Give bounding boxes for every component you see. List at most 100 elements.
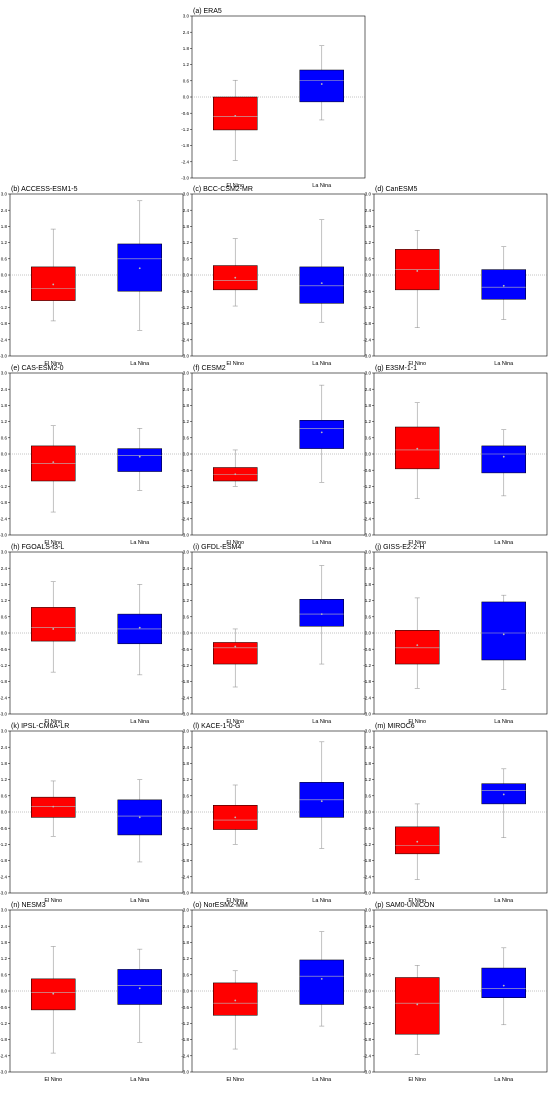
category-label: La Nina — [312, 1077, 332, 1083]
mean-marker — [234, 816, 237, 819]
category-label: La Nina — [312, 540, 332, 546]
y-tick-label: -1.2 — [0, 484, 7, 489]
y-tick-label: 2.4 — [1, 745, 8, 750]
y-tick-label: 0.0 — [1, 810, 8, 815]
y-tick-label: -1.8 — [0, 679, 7, 684]
y-tick-label: 1.8 — [365, 224, 372, 229]
chart-panel-9: (j) GISS-E2-2-H -3.0 -2.4 -1.8 -1.2 -0.6 0.0 0.… — [363, 544, 548, 725]
panel-title: (d) CanESM5 — [375, 186, 418, 193]
box-la-nina — [481, 768, 526, 838]
box-el-nino — [31, 946, 76, 1054]
y-tick-label: 2.4 — [365, 566, 372, 571]
category-label: La Nina — [494, 1077, 514, 1083]
panel-title: (h) FGOALS-f3-L — [11, 544, 64, 551]
y-tick-label: 2.4 — [183, 745, 190, 750]
box-body — [395, 977, 440, 1035]
y-tick-label: 1.2 — [183, 240, 190, 245]
y-tick-label: -2.4 — [363, 337, 371, 342]
category-label: El Nino — [44, 361, 62, 367]
y-tick-label: -1.8 — [363, 1037, 371, 1042]
y-tick-label: -3.0 — [181, 891, 189, 896]
y-tick-label: 0.0 — [1, 989, 8, 994]
panel-title: (o) NorESM2-MM — [193, 902, 248, 909]
y-tick-label: -1.8 — [181, 143, 189, 148]
y-tick-label: -1.8 — [181, 321, 189, 326]
y-tick-label: 0.0 — [183, 631, 190, 636]
mean-marker — [138, 626, 141, 629]
y-tick-label: -2.4 — [0, 337, 7, 342]
box-body — [213, 982, 258, 1016]
y-tick-label: 2.4 — [183, 208, 190, 213]
y-tick-label: 3.0 — [365, 550, 372, 555]
category-label: La Nina — [312, 361, 332, 367]
y-tick-label: -2.4 — [0, 1053, 7, 1058]
y-tick-label: -1.2 — [0, 663, 7, 668]
box-body — [395, 826, 440, 855]
category-label: El Nino — [408, 898, 426, 904]
y-tick-label: 1.2 — [1, 240, 8, 245]
y-tick-label: -0.6 — [363, 647, 371, 652]
y-tick-label: -0.6 — [0, 647, 7, 652]
category-label: La Nina — [312, 898, 332, 904]
y-tick-label: -1.8 — [181, 858, 189, 863]
y-tick-label: 2.4 — [183, 30, 190, 35]
y-tick-label: 1.2 — [183, 62, 190, 67]
y-tick-label: -0.6 — [181, 289, 189, 294]
box-el-nino — [395, 965, 440, 1055]
y-tick-label: -1.8 — [0, 1037, 7, 1042]
chart-panel-8: (i) GFDL-ESM4 -3.0 -2.4 -1.8 -1.2 -0.6 0.0 0.6 1… — [181, 544, 366, 725]
y-tick-label: -3.0 — [181, 533, 189, 538]
mean-marker — [138, 267, 141, 270]
y-tick-label: 1.2 — [365, 598, 372, 603]
y-tick-label: 0.6 — [1, 256, 8, 261]
y-tick-label: 0.0 — [183, 989, 190, 994]
y-tick-label: 1.2 — [365, 240, 372, 245]
y-tick-label: -1.8 — [181, 679, 189, 684]
box-la-nina — [299, 565, 344, 665]
mean-marker — [234, 999, 237, 1002]
y-tick-label: 2.4 — [1, 924, 8, 929]
y-tick-label: -1.8 — [363, 500, 371, 505]
y-tick-label: -0.6 — [363, 1005, 371, 1010]
y-tick-label: -1.2 — [363, 305, 371, 310]
box-el-nino — [395, 230, 440, 328]
y-tick-label: 0.0 — [183, 810, 190, 815]
mean-marker — [138, 816, 141, 819]
y-tick-label: -1.2 — [0, 1021, 7, 1026]
box-body — [481, 445, 526, 474]
y-tick-label: -1.2 — [363, 484, 371, 489]
y-tick-label: -3.0 — [363, 891, 371, 896]
y-tick-label: 3.0 — [183, 908, 190, 913]
y-tick-label: -0.6 — [181, 647, 189, 652]
y-tick-label: 1.2 — [365, 777, 372, 782]
y-tick-label: 0.6 — [1, 793, 8, 798]
panel-title: (i) GFDL-ESM4 — [193, 544, 241, 551]
box-el-nino — [213, 628, 258, 688]
box-la-nina — [481, 429, 526, 497]
y-tick-label: 0.6 — [1, 614, 8, 619]
chart-panel-15: (p) SAM0-UNICON -3.0 -2.4 -1.8 -1.2 -0.6 0.0 0.… — [363, 902, 548, 1083]
category-label: La Nina — [494, 898, 514, 904]
y-tick-label: -3.0 — [181, 176, 189, 181]
chart-panel-10: (k) IPSL-CM6A-LR -3.0 -2.4 -1.8 -1.2 -0.6 0.0 0… — [0, 723, 184, 904]
box-body — [117, 448, 162, 472]
chart-panel-12: (m) MIROC6 -3.0 -2.4 -1.8 -1.2 -0.6 0.0 0.6 1.2 1… — [363, 723, 548, 904]
box-el-nino — [31, 780, 76, 837]
panel-title: (j) GISS-E2-2-H — [375, 544, 424, 551]
category-label: El Nino — [408, 719, 426, 725]
y-tick-label: -2.4 — [181, 337, 189, 342]
y-tick-label: 0.0 — [1, 452, 8, 457]
y-tick-label: -1.2 — [181, 1021, 189, 1026]
box-la-nina — [117, 200, 162, 331]
y-tick-label: -1.8 — [0, 321, 7, 326]
category-label: La Nina — [494, 361, 514, 367]
panel-title: (e) CAS-ESM2-0 — [11, 365, 64, 372]
y-tick-label: 1.8 — [183, 46, 190, 51]
y-tick-label: 1.8 — [365, 761, 372, 766]
box-body — [299, 266, 344, 304]
y-tick-label: 0.6 — [365, 614, 372, 619]
mean-marker — [52, 628, 55, 630]
category-label: El Nino — [226, 361, 244, 367]
y-tick-label: 2.4 — [365, 208, 372, 213]
category-label: La Nina — [312, 719, 332, 725]
